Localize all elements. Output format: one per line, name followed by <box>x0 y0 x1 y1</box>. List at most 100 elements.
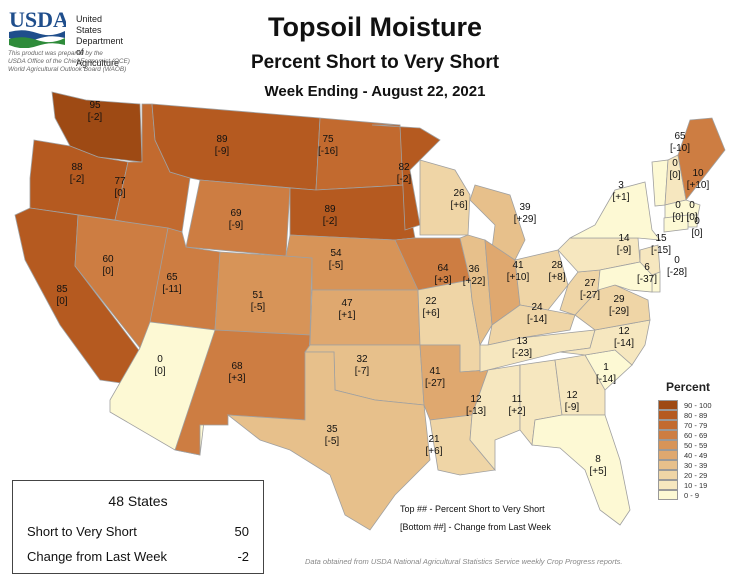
state-value-tx: 35 <box>326 424 338 435</box>
state-value-ok: 32 <box>356 354 368 365</box>
state-change-ar: [-27] <box>425 378 445 389</box>
legend-swatch <box>658 400 678 410</box>
state-change-nh: [+10] <box>687 180 710 191</box>
legend-label: 60 - 69 <box>684 430 708 440</box>
state-value-sc: 1 <box>603 362 609 373</box>
state-ny <box>569 181 661 241</box>
state-value-nv: 60 <box>102 254 114 265</box>
summary-box: 48 States Short to Very Short 50 Change … <box>12 480 264 574</box>
state-value-nc: 12 <box>618 326 630 337</box>
state-value-co: 51 <box>252 290 264 301</box>
legend-item: 10 - 19 <box>658 480 748 490</box>
state-value-ca: 85 <box>56 284 68 295</box>
state-value-nm: 68 <box>231 361 243 372</box>
credit-line: USDA Office of the Chief Economist (OCE) <box>8 58 130 65</box>
state-change-wv: [-27] <box>580 290 600 301</box>
state-value-va: 29 <box>613 294 625 305</box>
agency-line: United States <box>76 14 103 35</box>
state-value-ut: 65 <box>166 272 178 283</box>
note-top: Top ## - Percent Short to Very Short <box>400 504 545 514</box>
state-change-ok: [-7] <box>355 366 370 377</box>
state-co <box>214 251 313 336</box>
state-change-md: [-37] <box>637 274 657 285</box>
state-ks <box>309 289 421 346</box>
legend-swatch <box>658 480 678 490</box>
usda-logo-icon: USDA <box>9 7 66 48</box>
legend-item: 40 - 49 <box>658 450 748 460</box>
legend-item: 80 - 89 <box>658 410 748 420</box>
state-value-de: 0 <box>674 255 680 266</box>
week-label: Week Ending - August 22, 2021 <box>264 83 486 100</box>
state-change-de: [-28] <box>667 267 687 278</box>
legend-label: 50 - 59 <box>684 440 708 450</box>
agency-name: United States Department of Agriculture <box>76 14 123 69</box>
state-change-sc: [-14] <box>596 374 616 385</box>
state-value-nj: 15 <box>655 233 667 244</box>
legend-swatch <box>658 490 678 500</box>
state-value-ma: 0 <box>675 200 681 211</box>
state-change-al: [+2] <box>509 406 526 417</box>
state-change-ks: [+1] <box>339 310 356 321</box>
agency-line: Department of <box>76 36 124 57</box>
state-change-or: [-2] <box>70 174 85 185</box>
state-ct <box>663 214 689 233</box>
state-change-ny: [+1] <box>613 192 630 203</box>
state-change-ct: [0] <box>691 228 702 239</box>
state-shapes <box>14 91 726 531</box>
legend-item: 0 - 9 <box>658 490 748 500</box>
state-change-wa: [-2] <box>88 112 103 123</box>
legend-swatch <box>658 470 678 480</box>
state-value-fl: 8 <box>595 454 601 465</box>
state-ga <box>554 354 606 416</box>
legend-label: 70 - 79 <box>684 420 708 430</box>
state-value-wv: 27 <box>584 278 596 289</box>
state-oh <box>514 249 569 311</box>
state-value-al: 11 <box>512 394 523 405</box>
state-change-ne: [-5] <box>329 260 344 271</box>
state-change-fl: [+5] <box>590 466 607 477</box>
usda-logo: USDA United States Department of Agricul… <box>8 6 123 86</box>
state-wa <box>51 91 143 163</box>
summary-row-short: Short to Very Short 50 <box>27 524 249 539</box>
state-sd <box>289 184 416 241</box>
state-change-ma: [0] <box>672 212 683 223</box>
state-value-in: 41 <box>512 260 524 271</box>
state-change-ri: [0] <box>686 212 697 223</box>
legend-item: 20 - 29 <box>658 470 748 480</box>
state-change-vt: [0] <box>669 170 680 181</box>
legend-swatch <box>658 450 678 460</box>
state-value-ks: 47 <box>341 298 353 309</box>
summary-row-change: Change from Last Week -2 <box>27 549 249 564</box>
summary-label: Change from Last Week <box>27 549 167 564</box>
legend-item: 30 - 39 <box>658 460 748 470</box>
legend: Percent 90 - 100 80 - 89 70 - 79 60 - 69 50 … <box>658 380 748 500</box>
state-value-ga: 12 <box>566 390 578 401</box>
state-change-ky: [-14] <box>527 314 547 325</box>
legend-label: 80 - 89 <box>684 410 708 420</box>
legend-label: 20 - 29 <box>684 470 708 480</box>
state-value-la: 21 <box>428 434 440 445</box>
legend-label: 0 - 9 <box>684 490 700 500</box>
note-bottom: [Bottom ##] - Change from Last Week <box>400 522 551 532</box>
legend-item: 60 - 69 <box>658 430 748 440</box>
state-change-va: [-29] <box>609 306 629 317</box>
state-value-il: 36 <box>468 264 480 275</box>
state-change-wi: [+6] <box>451 200 468 211</box>
state-change-ms: [-13] <box>466 406 486 417</box>
state-nc <box>559 319 651 366</box>
state-change-co: [-5] <box>251 302 266 313</box>
legend-title: Percent <box>666 380 711 394</box>
state-change-mt: [-9] <box>215 146 230 157</box>
legend-swatch <box>658 420 678 430</box>
state-change-mn: [-2] <box>397 174 412 185</box>
state-value-wy: 69 <box>230 208 242 219</box>
state-change-me: [-10] <box>670 143 690 154</box>
state-change-pa: [-9] <box>617 245 632 256</box>
state-change-in: [+10] <box>507 272 530 283</box>
state-value-mo: 22 <box>425 296 437 307</box>
state-change-nm: [+3] <box>229 373 246 384</box>
legend-swatch <box>658 460 678 470</box>
state-value-ne: 54 <box>330 248 342 259</box>
